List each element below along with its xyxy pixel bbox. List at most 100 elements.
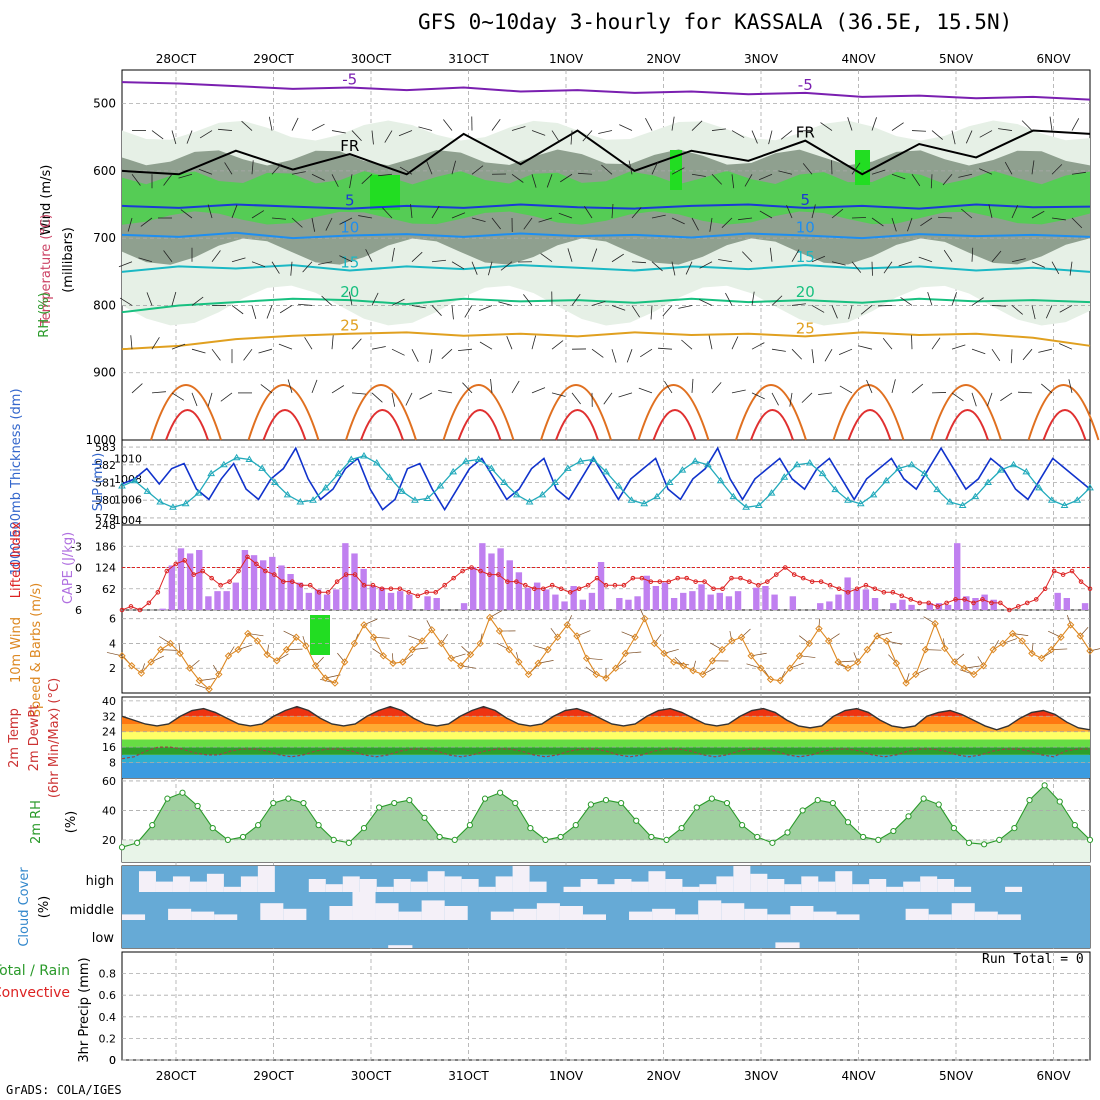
- cloud-middle-bar: [698, 900, 722, 920]
- upper-wind-barb: [451, 305, 454, 320]
- lifted-index-point: [137, 607, 143, 613]
- lifted-index-point: [209, 575, 214, 581]
- isotherm-label: 10: [796, 218, 815, 236]
- cape-bar: [296, 582, 303, 610]
- upper-wind-barb: [911, 383, 924, 394]
- thickness-line: [121, 455, 1091, 508]
- upper-wind-barb: [900, 297, 913, 306]
- wind-speed-point: [1076, 632, 1085, 640]
- upper-wind-barb: [302, 261, 313, 273]
- wind-speed-point: [544, 645, 552, 654]
- upper-wind-barb: [671, 261, 676, 276]
- upper-wind-barb: [191, 392, 198, 407]
- cloud-high-bar: [818, 881, 836, 892]
- isotherm-35-loop: [165, 409, 209, 441]
- cape-bar: [433, 598, 440, 610]
- upper-wind-barb: [199, 130, 213, 139]
- upper-wind-barb: [163, 250, 173, 262]
- upper-wind-barb: [311, 123, 325, 131]
- upper-wind-barb: [382, 207, 393, 219]
- cape-bar: [232, 582, 239, 610]
- upper-wind-barb: [891, 379, 896, 394]
- cape-bar: [981, 594, 988, 610]
- lifted-index-point: [702, 579, 707, 584]
- surface-wind-barb: [853, 652, 859, 663]
- pressure-tick: 600: [93, 164, 116, 178]
- rh2m-point: [527, 825, 534, 832]
- lifted-index-point: [1060, 572, 1066, 577]
- thickness-point: [729, 492, 738, 500]
- cape-bar: [725, 596, 733, 610]
- isotherm-label: 15: [796, 248, 815, 266]
- cloud-high-bar: [767, 879, 785, 892]
- isotherm-label: 25: [796, 319, 815, 337]
- cloud-high-bar: [240, 876, 258, 892]
- cape-bar: [470, 567, 477, 610]
- upper-wind-barb: [628, 160, 633, 175]
- cloud-high-bar: [495, 876, 513, 892]
- wind-tick: 4: [109, 637, 116, 650]
- surface-wind-barb: [516, 652, 520, 663]
- cape-bar: [223, 591, 230, 610]
- thickness-point: [818, 469, 827, 477]
- upper-wind-barb: [882, 338, 893, 350]
- cloud-high-bar: [665, 879, 683, 892]
- cape-ylabel: CAPE (J/kg): [61, 532, 76, 604]
- upper-wind-barb: [699, 299, 713, 306]
- cloud-high-bar: [937, 879, 955, 892]
- cape-tick: 124: [95, 562, 116, 575]
- lifted-index-point: [854, 586, 860, 592]
- rh2m-point: [239, 833, 247, 841]
- wind-speed-point: [195, 676, 204, 685]
- surface-wind-barb: [141, 663, 146, 674]
- thickness-point: [474, 455, 483, 462]
- cloud-middle-bar: [836, 914, 860, 920]
- lifted-index-point: [406, 589, 412, 595]
- upper-wind-barb: [911, 130, 927, 132]
- upper-wind-barb: [651, 214, 666, 219]
- li-ylabel: Lifted Index: [9, 521, 24, 598]
- lifted-index-point: [469, 565, 474, 570]
- cloud-high-bar: [903, 881, 921, 892]
- wind-ylabel-2: Speed & Barbs (m/s): [29, 583, 44, 718]
- lifted-index-point: [639, 575, 645, 581]
- lifted-index-point: [496, 572, 501, 577]
- upper-wind-barb: [398, 130, 413, 137]
- upper-wind-barb: [478, 305, 493, 312]
- upper-wind-barb: [769, 247, 773, 262]
- cloud-high-bar: [563, 886, 581, 892]
- rh2m-point: [618, 799, 625, 807]
- wind-speed-point: [660, 649, 668, 658]
- thickness-point: [665, 478, 674, 485]
- upper-wind-barb: [321, 295, 333, 306]
- wind-speed-point: [457, 662, 465, 670]
- cape-bar: [406, 594, 413, 610]
- rh2m-point: [678, 825, 685, 832]
- upper-wind-barb: [1011, 258, 1026, 263]
- rh2m-point: [572, 822, 579, 829]
- wind-speed-point: [979, 662, 988, 670]
- upper-wind-barb: [325, 217, 333, 231]
- upper-wind-barb: [603, 392, 613, 405]
- upper-wind-barb: [171, 291, 177, 306]
- cloud-ylabel: Cloud Cover: [17, 867, 32, 947]
- cape-bar: [853, 589, 860, 610]
- thickness-tick: 582: [95, 459, 116, 472]
- thickness-point: [118, 482, 126, 489]
- rh2m-point: [149, 822, 156, 829]
- thickness-point: [258, 464, 266, 471]
- isotherm-label: 5: [345, 192, 355, 210]
- thickness-point: [169, 503, 177, 510]
- thickness-point: [220, 460, 228, 468]
- isotherm-line: [121, 331, 1091, 351]
- upper-wind-barb: [371, 346, 386, 350]
- precip-ylabel: 3hr Precip (mm): [77, 957, 92, 1062]
- lifted-index-point: [738, 575, 743, 581]
- lifted-index-point: [800, 575, 806, 581]
- upper-wind-barb: [811, 255, 826, 263]
- upper-wind-barb: [991, 250, 1002, 262]
- wind-speed-point: [263, 650, 271, 659]
- upper-wind-barb: [266, 305, 273, 319]
- lifted-index-point: [836, 586, 842, 592]
- upper-wind-barb: [331, 335, 334, 350]
